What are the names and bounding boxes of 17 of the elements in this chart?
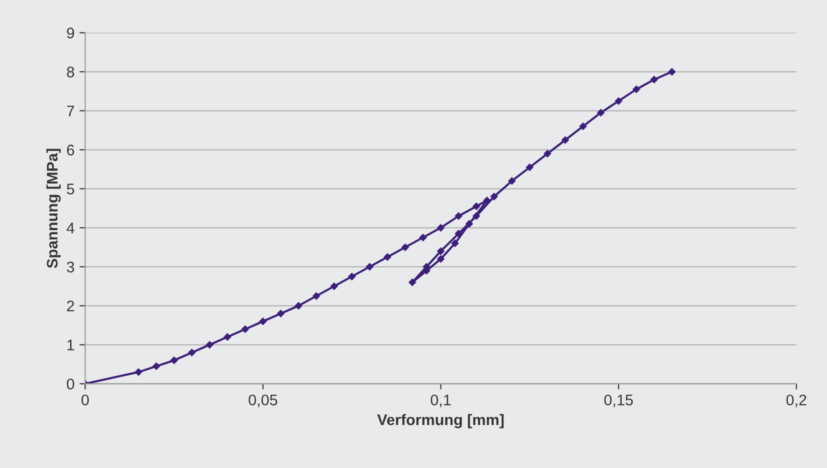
x-tick-label: 0,15 [604, 394, 633, 408]
y-tick-label: 2 [67, 300, 74, 312]
y-tick-label: 0 [66, 378, 74, 390]
x-tick-label: 0,05 [248, 394, 278, 408]
y-tick-label: 6 [67, 144, 74, 156]
y-tick-label: 9 [66, 28, 74, 38]
y-tick-label: 1 [67, 340, 74, 350]
x-tick-label: 0,1 [430, 394, 451, 408]
y-tick-label: 7 [67, 106, 74, 116]
x-tick-label: 0 [82, 394, 89, 406]
y-tick-label: 8 [66, 66, 74, 78]
y-tick-label: 4 [66, 222, 74, 234]
y-tick-label: 3 [66, 262, 74, 272]
x-axis-title: Verformung [mm] [377, 414, 504, 428]
y-axis-title: Spannung [MPa] [46, 148, 61, 268]
x-tick-label: 0,2 [786, 394, 806, 408]
y-tick-label: 5 [66, 184, 74, 194]
